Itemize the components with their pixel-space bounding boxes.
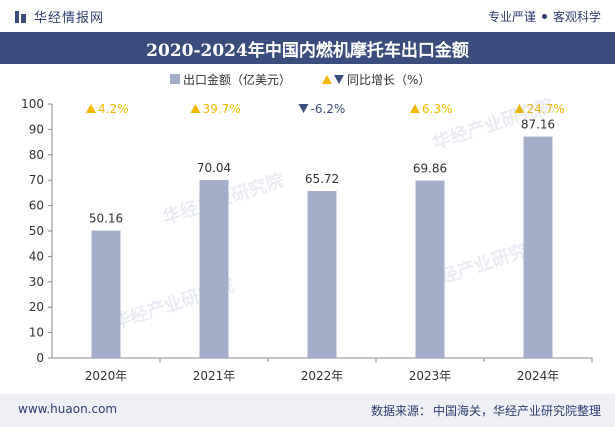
bar: [523, 136, 553, 358]
y-tick-label: 40: [29, 249, 44, 263]
legend: 出口金额（亿美元） 同比增长（%）: [170, 72, 430, 87]
growth-label: 6.3%: [422, 102, 453, 116]
chart-title: 2020-2024年中国内燃机摩托车出口金额: [146, 40, 469, 61]
bar: [415, 180, 445, 358]
bar-value-label: 87.16: [521, 118, 555, 132]
tagline-left: 专业严谨: [487, 10, 536, 24]
down-triangle-icon: [298, 104, 309, 113]
separator-dot-icon: [541, 14, 547, 19]
bar: [91, 230, 121, 358]
brand-name: 华经情报网: [34, 11, 105, 26]
y-tick-label: 0: [36, 351, 44, 365]
x-tick-label: 2020年: [85, 369, 128, 383]
source-label: 数据来源：: [370, 404, 431, 418]
up-triangle-icon: [190, 104, 201, 113]
up-triangle-icon: [86, 104, 96, 113]
bar-value-label: 70.04: [197, 161, 231, 175]
legend-down-triangle-icon: [334, 75, 344, 84]
up-triangle-icon: [514, 104, 525, 113]
x-tick-label: 2024年: [517, 369, 560, 383]
footer: www.huaon.com 数据来源： 中国海关，华经产业研究院整理: [0, 394, 615, 427]
y-tick-label: 70: [29, 173, 44, 187]
y-tick-label: 90: [29, 122, 44, 136]
legend-growth-label: 同比增长（%）: [347, 73, 430, 87]
bar-value-label: 50.16: [89, 212, 123, 226]
legend-bar-swatch: [170, 74, 180, 84]
tagline-right: 客观科学: [552, 10, 601, 24]
y-tick-label: 80: [29, 148, 44, 162]
growth-label: 4.2%: [98, 102, 129, 116]
bar: [199, 180, 229, 358]
bar-value-label: 69.86: [413, 162, 447, 176]
y-tick-label: 50: [29, 224, 44, 238]
x-tick-label: 2023年: [409, 369, 452, 383]
plot-area: 0 10 20 30 40 50 60 70 80 90 100 50.16 2020年 4.2% 70.0…: [21, 97, 593, 383]
y-tick-label: 60: [29, 199, 44, 213]
logo-icon: [15, 10, 26, 23]
x-tick-label: 2021年: [193, 369, 236, 383]
chart-area: 出口金额（亿美元） 同比增长（%） 0 10 20 30 40 50 60 70 80 90 100…: [0, 64, 615, 394]
website-link[interactable]: www.huaon.com: [18, 402, 118, 416]
tagline: 专业严谨 客观科学: [488, 8, 601, 25]
y-tick-label: 10: [29, 326, 44, 340]
brand: 华经情报网: [14, 7, 104, 26]
bar: [307, 191, 337, 358]
chart-svg: 出口金额（亿美元） 同比增长（%） 0 10 20 30 40 50 60 70 80 90 100…: [21, 72, 593, 383]
growth-label: 39.7%: [203, 102, 241, 116]
y-tick-label: 100: [21, 97, 44, 111]
y-tick-label: 30: [29, 275, 44, 289]
source-note: 数据来源： 中国海关，华经产业研究院整理: [369, 402, 601, 419]
source-text: 中国海关，华经产业研究院整理: [432, 404, 601, 418]
bar-value-label: 65.72: [305, 172, 339, 186]
legend-bar-label: 出口金额（亿美元）: [183, 72, 291, 87]
x-tick-label: 2022年: [301, 369, 344, 383]
up-triangle-icon: [410, 104, 420, 113]
growth-label: 24.7%: [527, 102, 565, 116]
y-tick-label: 20: [29, 300, 44, 314]
top-bar: 华经情报网 专业严谨 客观科学: [0, 0, 615, 32]
legend-up-triangle-icon: [322, 75, 332, 84]
title-bar: 2020-2024年中国内燃机摩托车出口金额: [0, 32, 615, 64]
growth-label: -6.2%: [311, 102, 346, 116]
